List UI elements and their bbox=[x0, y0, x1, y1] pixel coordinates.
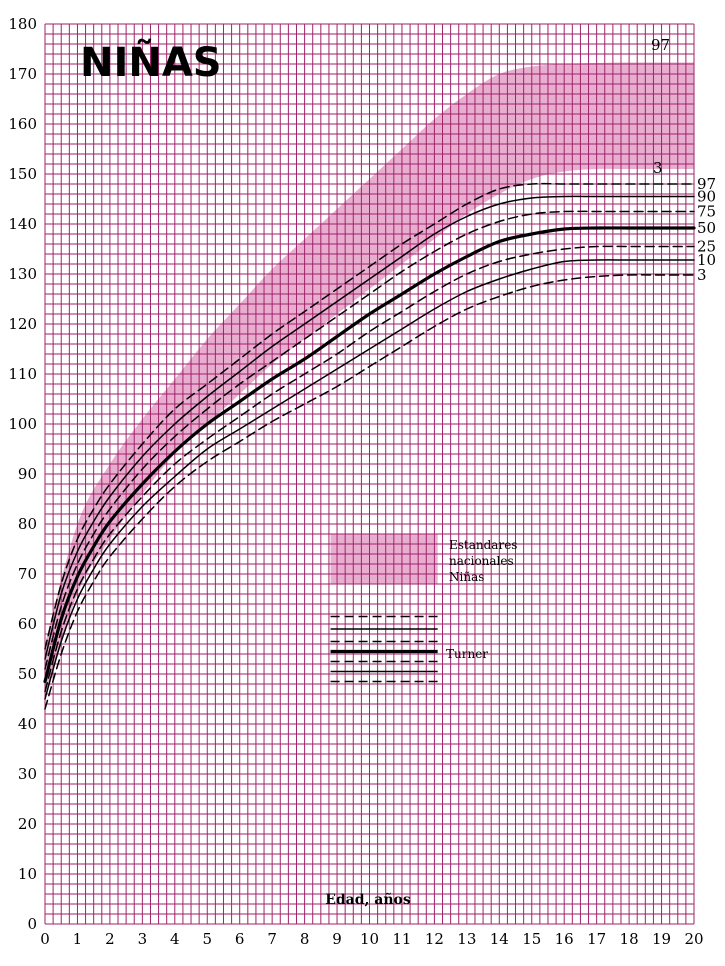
percentile-label-25: 25 bbox=[697, 238, 716, 256]
x-tick-label: 19 bbox=[652, 930, 671, 948]
band-lower-label: 3 bbox=[653, 159, 663, 177]
curve-p3 bbox=[44, 274, 695, 710]
x-tick-label: 13 bbox=[457, 930, 476, 948]
percentile-label-10: 10 bbox=[697, 251, 716, 269]
x-tick-label: 7 bbox=[267, 930, 277, 948]
x-tick-label: 2 bbox=[105, 930, 115, 948]
x-axis-label: Edad, años bbox=[325, 891, 411, 908]
legend-band-swatch bbox=[330, 534, 438, 584]
legend-band-rect bbox=[330, 534, 438, 584]
y-tick-label: 0 bbox=[27, 915, 37, 933]
curve-p90 bbox=[44, 195, 695, 660]
percentile-label-3: 3 bbox=[697, 266, 707, 284]
y-tick-label: 90 bbox=[18, 465, 37, 483]
x-tick-label: 12 bbox=[425, 930, 444, 948]
curve-p75 bbox=[44, 210, 695, 670]
x-tick-label: 10 bbox=[360, 930, 379, 948]
x-tick-label: 0 bbox=[40, 930, 50, 948]
x-tick-label: 17 bbox=[587, 930, 606, 948]
y-tick-label: 180 bbox=[8, 15, 37, 33]
curve-p50 bbox=[43, 226, 696, 684]
legend-band-label-line-2: nacionales bbox=[449, 554, 514, 568]
legend-band-label-line-3: Niñas bbox=[449, 570, 484, 584]
percentile-curves bbox=[43, 182, 696, 710]
x-tick-label: 20 bbox=[684, 930, 703, 948]
y-tick-label: 50 bbox=[18, 665, 37, 683]
chart-grid bbox=[44, 23, 695, 925]
legend-lines-label: Turner bbox=[446, 647, 488, 661]
x-tick-label: 16 bbox=[555, 930, 574, 948]
x-tick-label: 11 bbox=[392, 930, 411, 948]
y-axis-ticks: 0 10 20 30 40 50 60 70 80 90 100 110 120 130 140 150 160… bbox=[8, 15, 37, 933]
band-upper-label: 97 bbox=[651, 36, 670, 54]
curve-p10 bbox=[44, 259, 695, 700]
y-tick-label: 140 bbox=[8, 215, 37, 233]
x-tick-label: 5 bbox=[202, 930, 212, 948]
y-tick-label: 70 bbox=[18, 565, 37, 583]
y-tick-label: 130 bbox=[8, 265, 37, 283]
x-tick-label: 9 bbox=[332, 930, 342, 948]
curve-p25 bbox=[44, 245, 695, 693]
x-tick-label: 3 bbox=[138, 930, 148, 948]
percentile-label-50: 50 bbox=[697, 219, 716, 237]
y-tick-label: 20 bbox=[18, 815, 37, 833]
x-tick-label: 18 bbox=[620, 930, 639, 948]
x-tick-label: 15 bbox=[522, 930, 541, 948]
y-tick-label: 40 bbox=[18, 715, 37, 733]
y-tick-label: 30 bbox=[18, 765, 37, 783]
y-tick-label: 110 bbox=[8, 365, 37, 383]
chart-title: NIÑAS bbox=[80, 38, 222, 86]
x-tick-label: 6 bbox=[235, 930, 245, 948]
curve-p97 bbox=[44, 182, 695, 650]
percentile-label-97: 97 bbox=[697, 175, 716, 193]
y-tick-label: 80 bbox=[18, 515, 37, 533]
x-tick-label: 14 bbox=[490, 930, 509, 948]
x-tick-label: 4 bbox=[170, 930, 180, 948]
y-tick-label: 120 bbox=[8, 315, 37, 333]
x-tick-label: 8 bbox=[300, 930, 310, 948]
y-tick-label: 60 bbox=[18, 615, 37, 633]
percentile-label-75: 75 bbox=[697, 203, 716, 221]
percentile-label-90: 90 bbox=[697, 188, 716, 206]
y-tick-label: 170 bbox=[8, 65, 37, 83]
x-tick-label: 1 bbox=[73, 930, 83, 948]
y-tick-label: 100 bbox=[8, 415, 37, 433]
legend-turner-lines bbox=[330, 615, 438, 683]
y-tick-label: 160 bbox=[8, 115, 37, 133]
y-tick-label: 150 bbox=[8, 165, 37, 183]
y-tick-label: 10 bbox=[18, 865, 37, 883]
legend: Estandares nacionales Niñas Turner bbox=[446, 538, 517, 661]
legend-band-label-line-1: Estandares bbox=[449, 538, 517, 552]
x-axis-ticks: 0 1 2 3 4 5 6 7 8 9 10 11 12 13 14 15 16 17 18 19 20 bbox=[40, 930, 703, 948]
